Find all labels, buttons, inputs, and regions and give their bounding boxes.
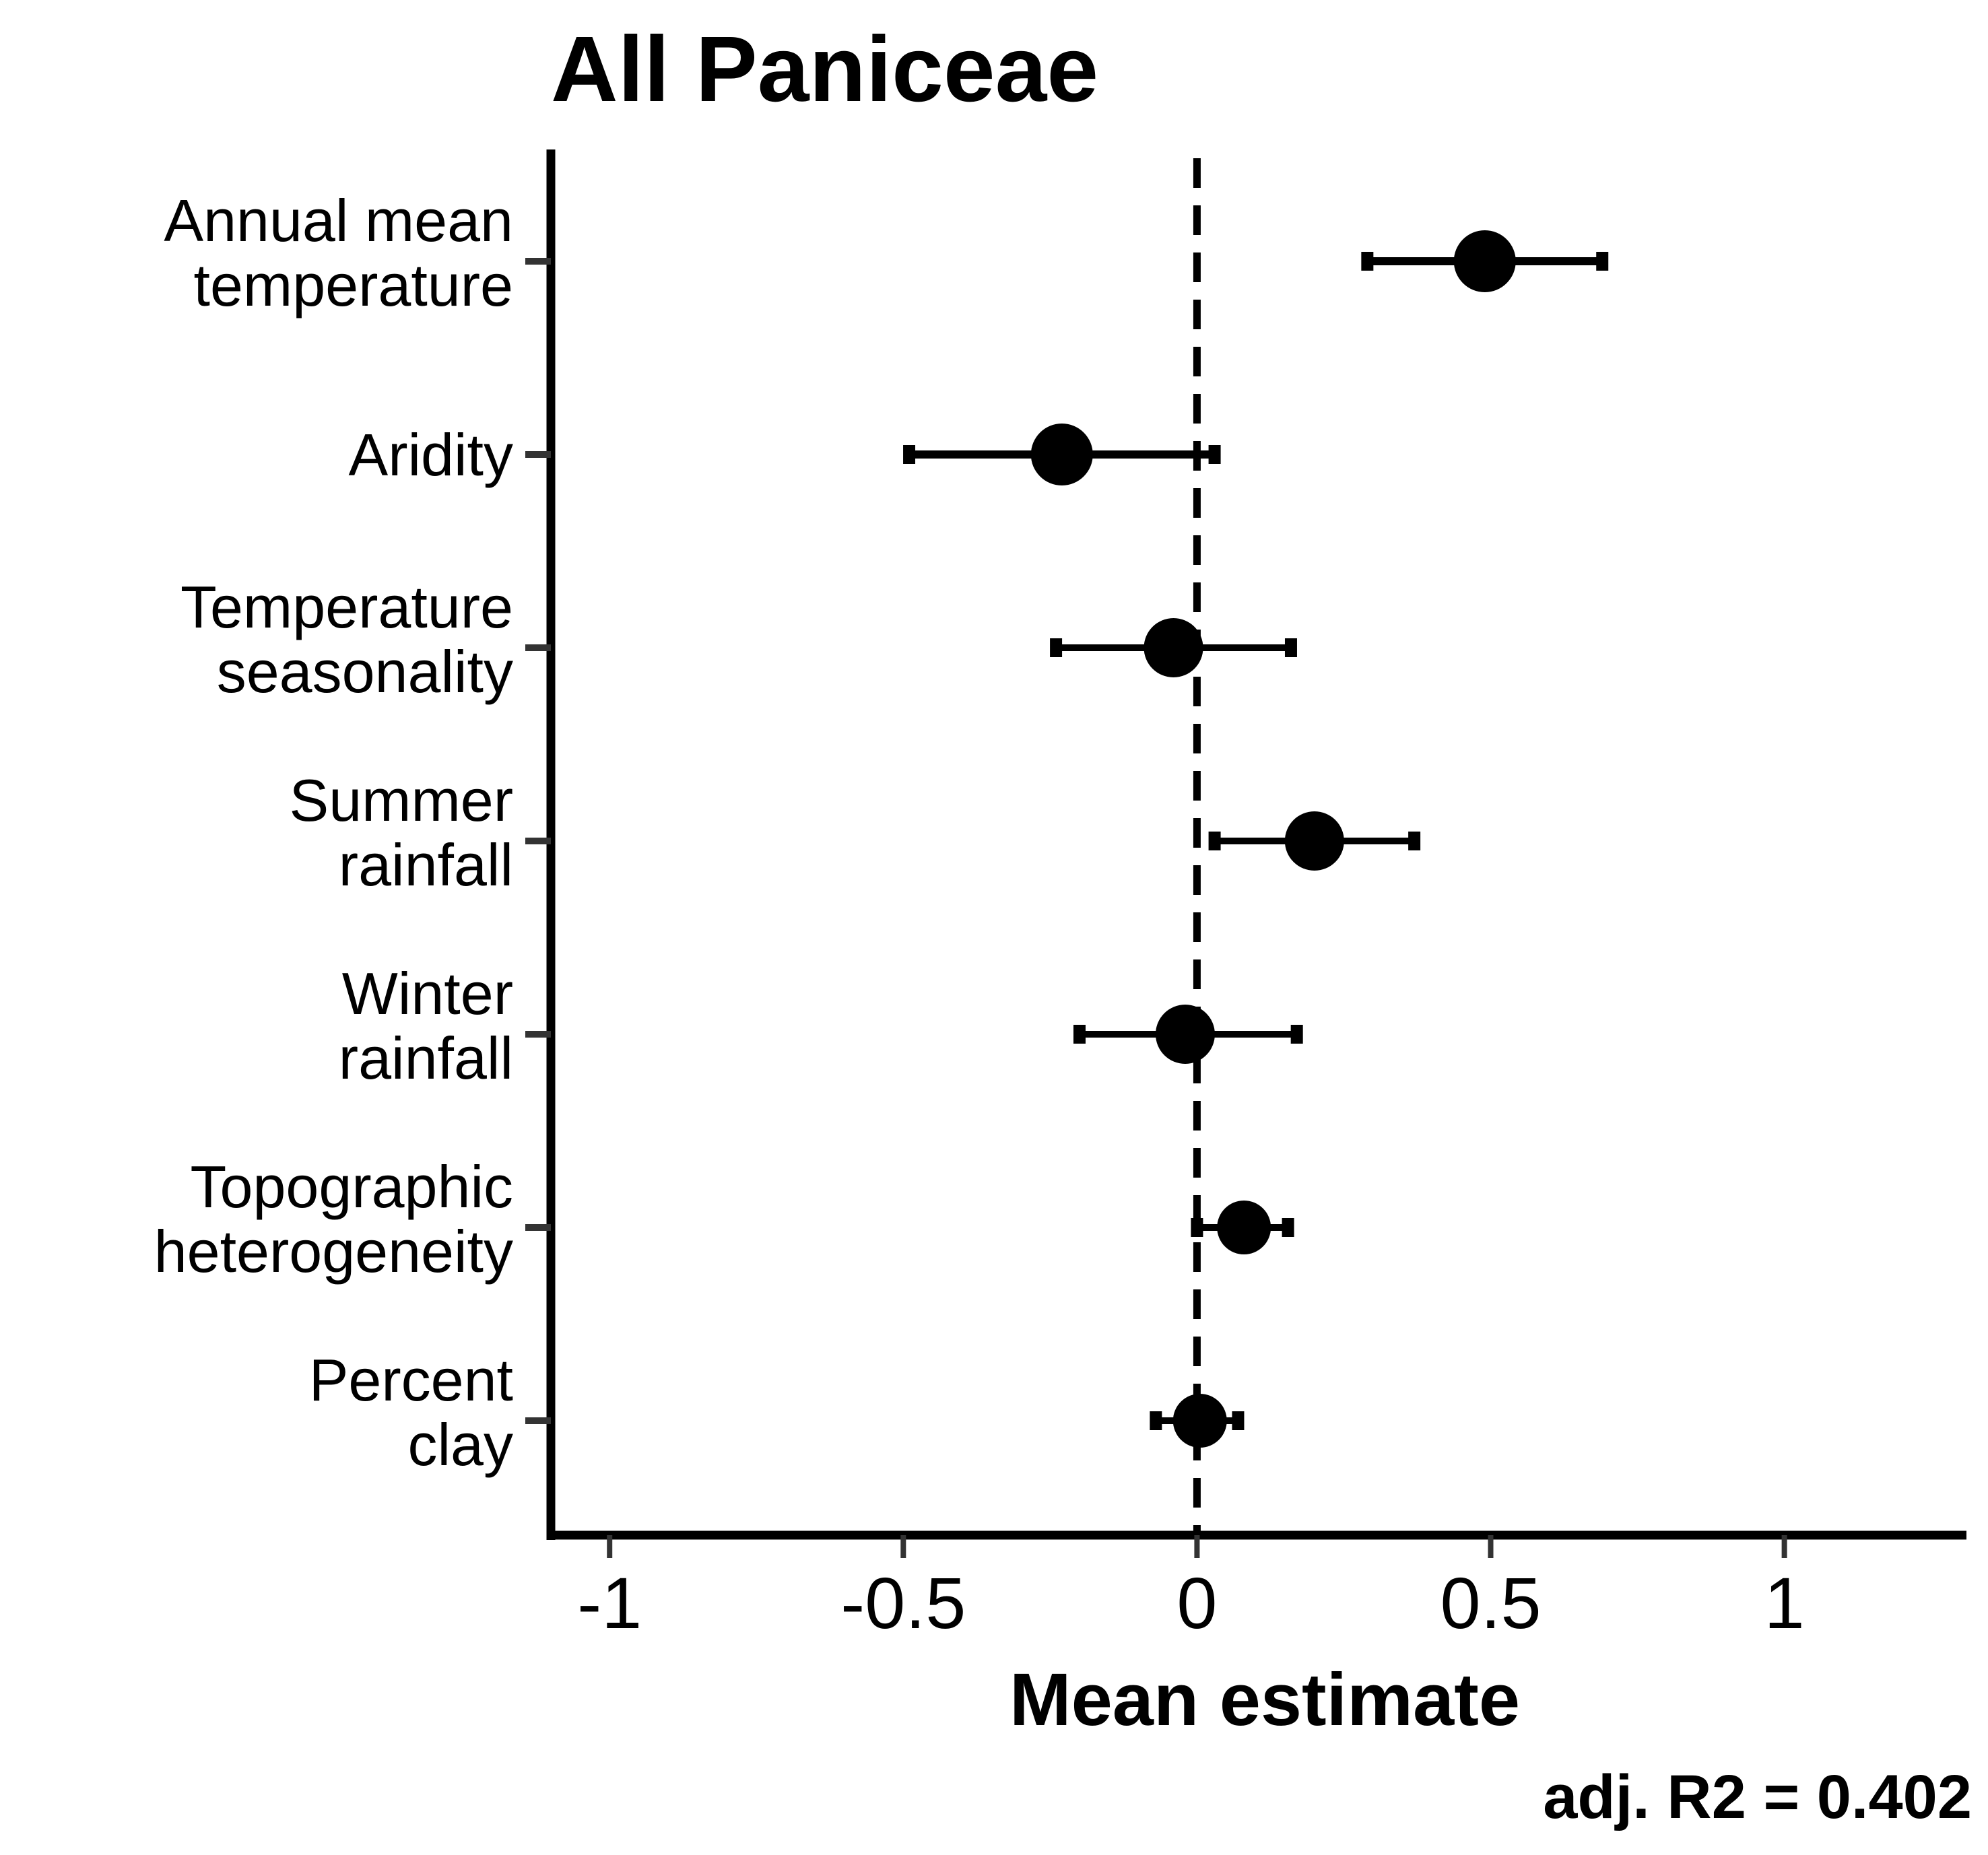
estimate-point — [1030, 424, 1093, 485]
x-ticks-layer: -1 -0.5 0 0.5 1 — [577, 1535, 1805, 1644]
axes-layer — [546, 149, 1966, 1540]
y-category-label: temperature — [194, 252, 513, 318]
ci-lower-cap — [1073, 1025, 1086, 1044]
ci-lower-cap — [1191, 1218, 1203, 1237]
y-category-label: Percent — [309, 1347, 513, 1413]
ci-upper-cap — [1290, 1025, 1303, 1044]
x-tick-label: 1 — [1764, 1562, 1805, 1644]
y-category-label: Winter — [342, 960, 513, 1027]
estimate-point — [1284, 811, 1344, 871]
estimate-point — [1155, 1005, 1215, 1064]
y-category-label: heterogeneity — [154, 1218, 513, 1285]
adj-r2-annotation: adj. R2 = 0.402 — [1543, 1763, 1972, 1831]
y-category-label: Temperature — [180, 574, 513, 640]
y-category-label: Annual mean — [164, 187, 513, 254]
ci-lower-cap — [1050, 638, 1063, 657]
estimate-point — [1453, 230, 1516, 292]
y-category-label: Topographic — [191, 1153, 513, 1220]
chart-title: All Paniceae — [551, 18, 1098, 121]
y-category-label: seasonality — [217, 638, 513, 705]
x-tick-label: 0.5 — [1440, 1562, 1541, 1644]
y-category-label: rainfall — [339, 1025, 513, 1091]
ci-upper-cap — [1282, 1218, 1294, 1237]
estimate-point — [1144, 618, 1203, 677]
y-category-label: rainfall — [339, 832, 513, 898]
x-tick-label: 0 — [1177, 1562, 1217, 1644]
points-layer — [903, 230, 1609, 1448]
ci-lower-cap — [1150, 1411, 1162, 1430]
estimate-point — [1172, 1394, 1227, 1448]
y-category-label: clay — [408, 1411, 514, 1478]
ci-upper-cap — [1408, 832, 1421, 850]
ci-upper-cap — [1232, 1411, 1245, 1430]
ci-upper-cap — [1596, 252, 1609, 271]
x-tick-label: -1 — [577, 1562, 642, 1644]
y-category-label: Summer — [290, 767, 514, 834]
x-tick-label: -0.5 — [840, 1562, 966, 1644]
ci-lower-cap — [903, 445, 916, 464]
ci-lower-cap — [1361, 252, 1374, 271]
y-category-label: Aridity — [349, 421, 514, 488]
ci-upper-cap — [1284, 638, 1297, 657]
ci-lower-cap — [1208, 832, 1221, 850]
x-axis-label: Mean estimate — [1009, 1658, 1520, 1741]
ci-upper-cap — [1208, 445, 1221, 464]
estimate-point — [1217, 1201, 1271, 1254]
